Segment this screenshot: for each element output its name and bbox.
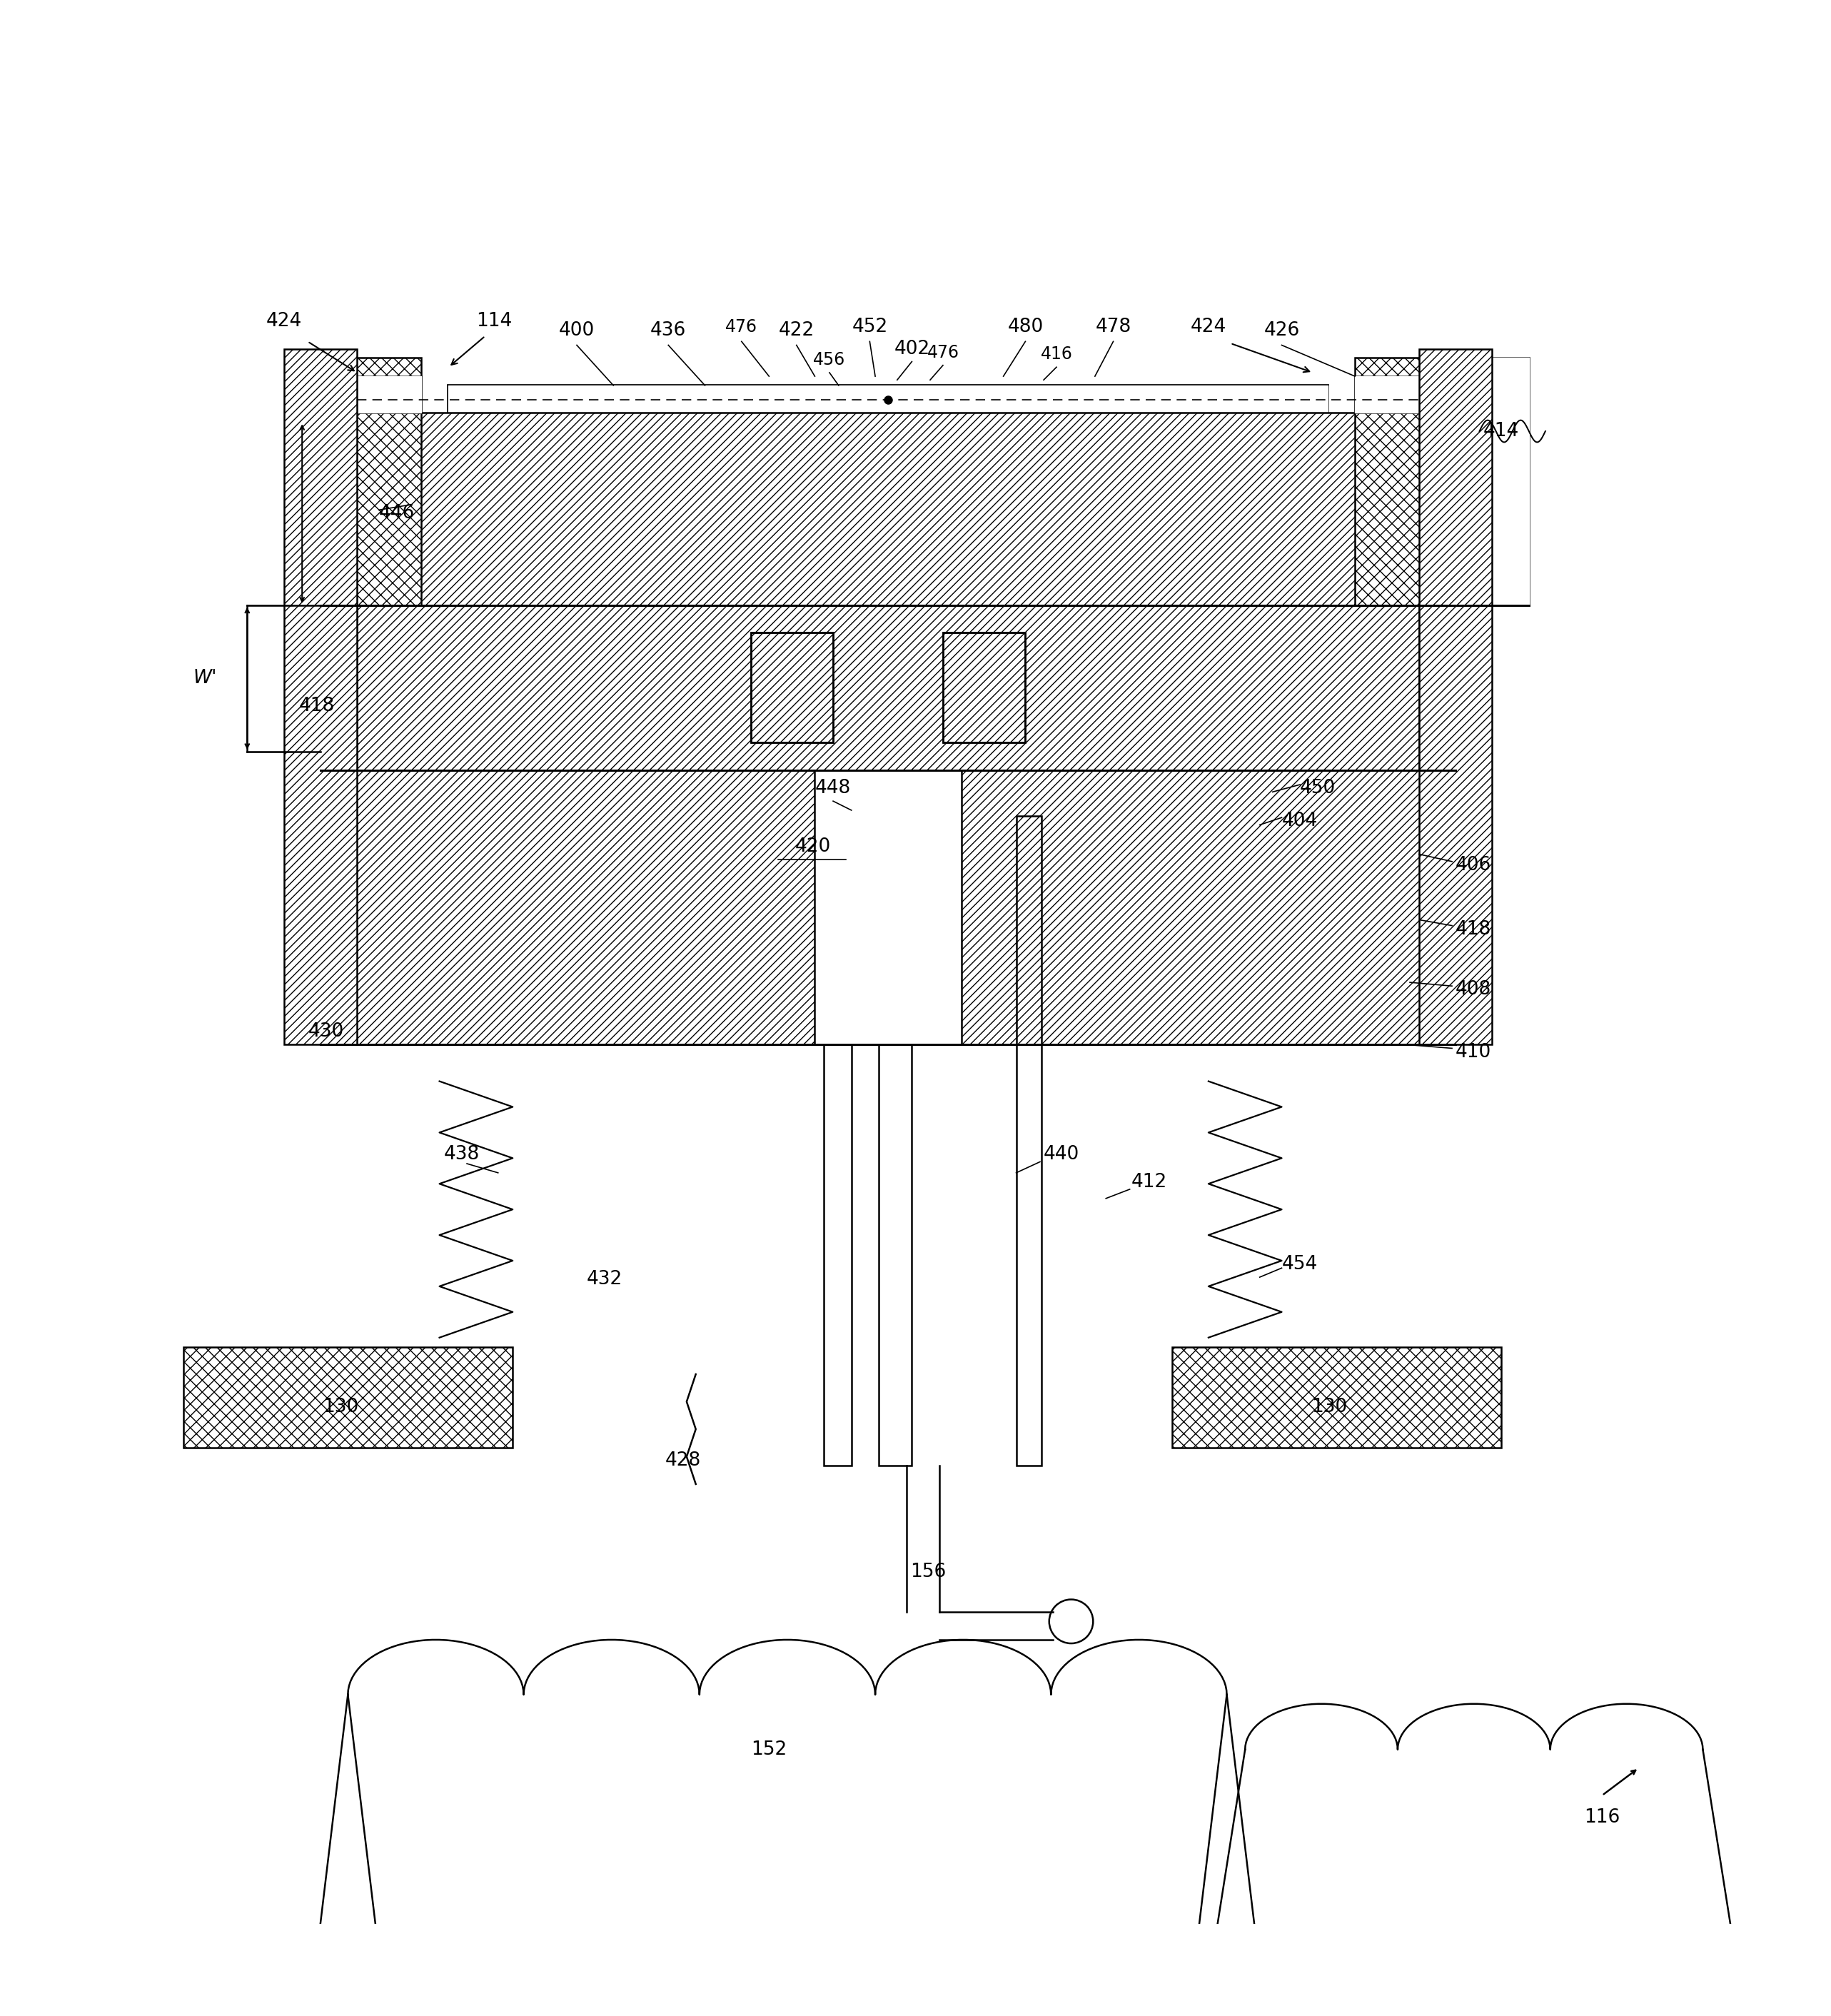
Bar bbox=[284, 349, 357, 1044]
Text: 446: 446 bbox=[379, 504, 416, 522]
Text: 476: 476 bbox=[725, 319, 758, 335]
Bar bbox=[339, 770, 815, 1044]
Text: 476: 476 bbox=[926, 345, 959, 361]
Text: 116: 116 bbox=[1584, 1808, 1620, 1826]
Bar bbox=[1456, 359, 1529, 605]
Text: 436: 436 bbox=[650, 321, 687, 341]
Text: 430: 430 bbox=[308, 1022, 344, 1040]
Text: 152: 152 bbox=[751, 1740, 787, 1758]
Text: 114: 114 bbox=[476, 312, 513, 331]
Text: 406: 406 bbox=[1456, 857, 1492, 875]
Text: 432: 432 bbox=[586, 1270, 623, 1288]
Text: 156: 156 bbox=[910, 1562, 947, 1581]
Text: 440: 440 bbox=[1044, 1145, 1080, 1163]
Text: 438: 438 bbox=[443, 1145, 480, 1163]
Text: 418: 418 bbox=[298, 698, 335, 716]
Text: 402: 402 bbox=[894, 339, 930, 359]
Text: 422: 422 bbox=[778, 321, 815, 341]
Text: 404: 404 bbox=[1282, 812, 1318, 831]
Text: 414: 414 bbox=[1483, 421, 1520, 439]
Bar bbox=[1016, 816, 1042, 1466]
Bar bbox=[943, 633, 1025, 742]
Text: 412: 412 bbox=[1132, 1173, 1168, 1191]
Bar bbox=[449, 385, 1327, 413]
Text: 426: 426 bbox=[1263, 321, 1300, 341]
Text: 452: 452 bbox=[851, 319, 888, 337]
Bar bbox=[183, 1347, 513, 1447]
Bar bbox=[1355, 377, 1456, 413]
Text: 424: 424 bbox=[1190, 319, 1227, 337]
Text: 478: 478 bbox=[1095, 319, 1132, 337]
Bar bbox=[320, 359, 421, 623]
Text: 424: 424 bbox=[265, 312, 302, 331]
Text: 416: 416 bbox=[1040, 345, 1073, 363]
Text: 454: 454 bbox=[1282, 1256, 1318, 1274]
Bar bbox=[751, 633, 833, 742]
Bar bbox=[1419, 349, 1492, 1044]
Text: 480: 480 bbox=[1007, 319, 1044, 337]
Text: 400: 400 bbox=[558, 321, 595, 341]
Text: 428: 428 bbox=[665, 1452, 701, 1470]
Bar bbox=[357, 605, 1419, 770]
Text: 456: 456 bbox=[813, 351, 846, 369]
Text: 408: 408 bbox=[1456, 980, 1492, 1000]
Text: 130: 130 bbox=[1311, 1397, 1348, 1417]
Bar bbox=[751, 633, 833, 742]
Bar bbox=[943, 633, 1025, 742]
Text: W': W' bbox=[192, 669, 218, 687]
Bar bbox=[320, 377, 421, 413]
Bar bbox=[879, 1044, 912, 1466]
Text: 418: 418 bbox=[1456, 919, 1492, 939]
Bar bbox=[824, 1044, 851, 1466]
Text: 448: 448 bbox=[815, 778, 851, 798]
Bar bbox=[1172, 1347, 1501, 1447]
Text: 410: 410 bbox=[1456, 1042, 1492, 1060]
Bar bbox=[357, 413, 1419, 605]
Text: 130: 130 bbox=[322, 1397, 359, 1417]
Text: 420: 420 bbox=[795, 837, 831, 857]
Bar bbox=[1355, 359, 1456, 623]
Bar bbox=[961, 770, 1437, 1044]
Text: 450: 450 bbox=[1300, 778, 1337, 798]
